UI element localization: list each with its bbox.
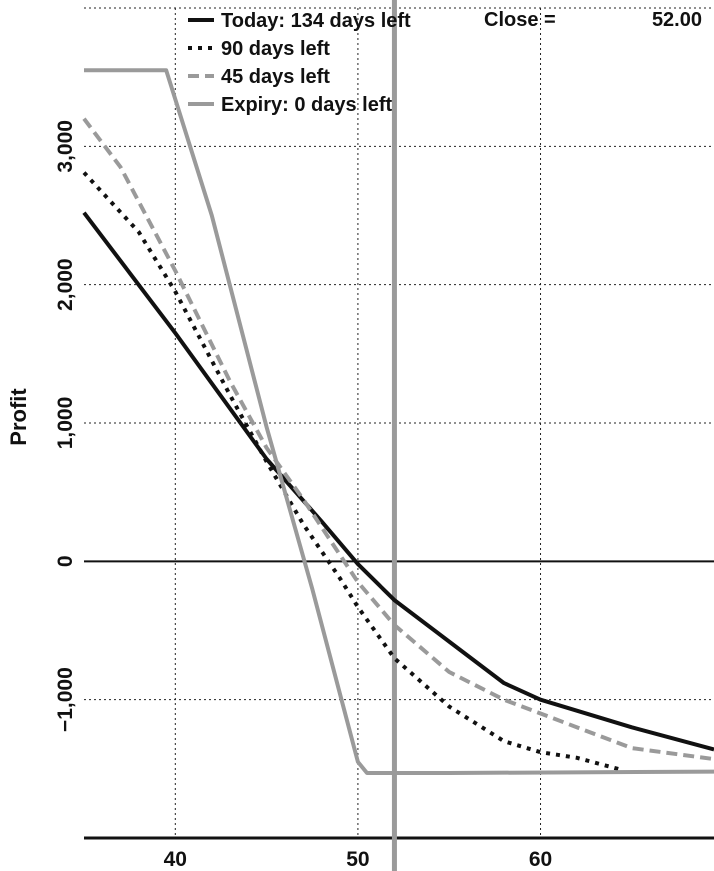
y-tick-label: 0 — [54, 555, 77, 567]
y-tick-label: 3,000 — [54, 120, 77, 173]
legend-label-2: 90 days left — [221, 38, 330, 60]
y-axis: −1,000 0 1,000 2,000 3,000 — [54, 120, 77, 732]
y-tick-label: −1,000 — [54, 667, 77, 732]
x-axis: 40 50 60 — [84, 836, 714, 871]
series-line-2 — [82, 171, 624, 773]
close-label: Close = — [484, 9, 556, 31]
legend: Today: 134 days left 90 days left 45 days … — [188, 10, 411, 116]
x-tick-label: 40 — [164, 848, 187, 871]
series-line-4 — [84, 68, 714, 775]
y-tick-label: 1,000 — [54, 397, 77, 450]
series-group — [82, 68, 714, 775]
legend-label-4: Expiry: 0 days left — [221, 94, 393, 116]
x-tick-label: 50 — [346, 848, 369, 871]
legend-label-1: Today: 134 days left — [221, 10, 411, 32]
grid — [84, 7, 714, 838]
y-axis-label: Profit — [6, 388, 31, 446]
legend-label-3: 45 days left — [221, 66, 330, 88]
x-tick-label: 60 — [529, 848, 552, 871]
close-readout: Close = 52.00 — [484, 9, 702, 31]
series-line-1 — [82, 211, 714, 752]
y-tick-label: 2,000 — [54, 258, 77, 311]
close-value: 52.00 — [652, 9, 702, 31]
series-line-3 — [82, 117, 714, 762]
